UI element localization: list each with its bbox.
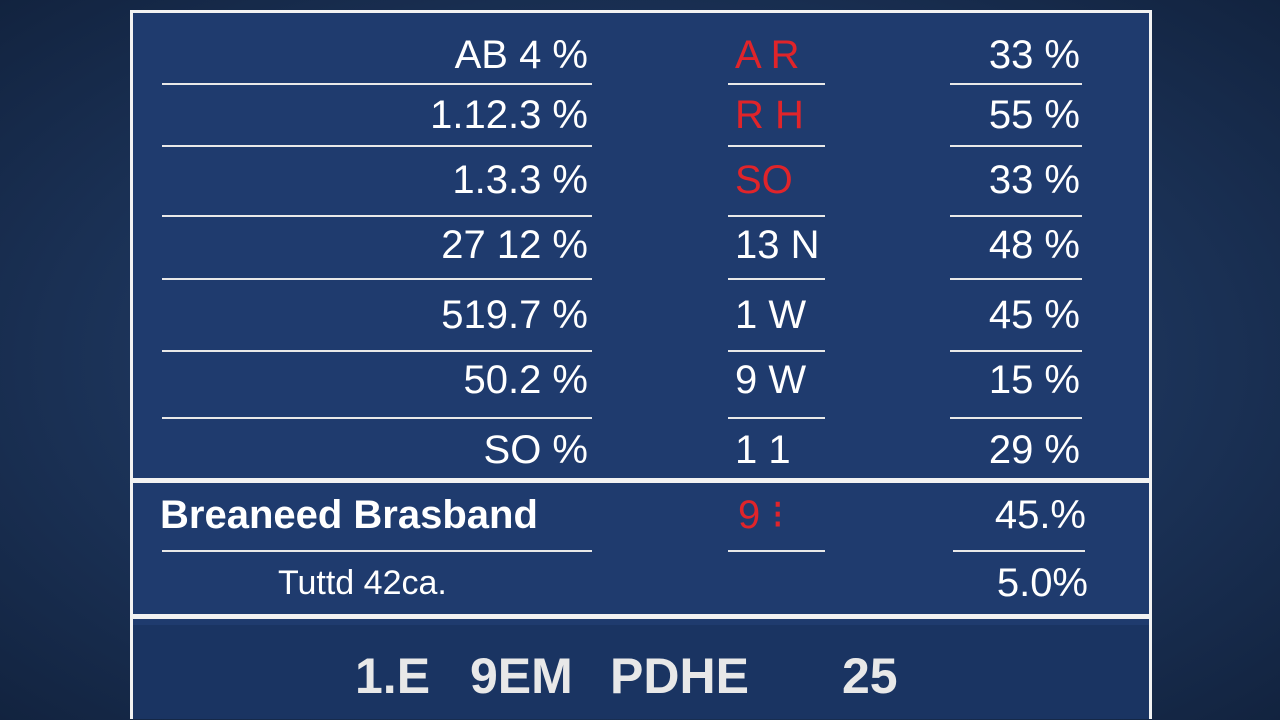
rate-cell: 1.3.3 % bbox=[452, 158, 588, 202]
footer-text: PDHE bbox=[610, 648, 749, 704]
share-cell: 33 % bbox=[988, 158, 1080, 202]
row-divider bbox=[953, 550, 1085, 552]
row-divider bbox=[728, 350, 825, 352]
code-cell: SO bbox=[735, 158, 793, 202]
share-cell: 45 % bbox=[988, 293, 1080, 337]
rate-cell: 27 12 % bbox=[441, 223, 588, 267]
rate-cell: 1.12.3 % bbox=[430, 93, 588, 137]
row-divider bbox=[950, 278, 1082, 280]
row-divider bbox=[950, 145, 1082, 147]
code-cell: 1 W bbox=[735, 293, 807, 337]
summary-share: 45.% bbox=[994, 493, 1086, 537]
footer-text: 1.E bbox=[355, 648, 431, 704]
rate-cell: 50.2 % bbox=[463, 358, 588, 402]
total-share: 5.0% bbox=[996, 561, 1088, 605]
row-divider bbox=[728, 145, 825, 147]
code-cell: A R bbox=[735, 33, 800, 77]
code-cell: 9 W bbox=[735, 358, 807, 402]
rate-cell: SO % bbox=[483, 428, 588, 472]
code-cell: 1 1 bbox=[735, 428, 791, 472]
summary-code: 9 ⁝ bbox=[738, 493, 785, 537]
share-cell: 55 % bbox=[988, 93, 1080, 137]
footer-bar: 1.E 9EM PDHE 25 bbox=[133, 625, 1149, 719]
rate-cell: 519.7 % bbox=[441, 293, 588, 337]
footer-text: 9EM bbox=[470, 648, 573, 704]
share-cell: 15 % bbox=[988, 358, 1080, 402]
summary-label: Breaneed Brasband bbox=[160, 493, 538, 537]
rate-cell: AB 4 % bbox=[454, 33, 588, 77]
footer-text: 25 bbox=[842, 648, 898, 704]
section-divider bbox=[133, 614, 1149, 619]
row-divider bbox=[950, 215, 1082, 217]
row-divider bbox=[728, 417, 825, 419]
row-divider bbox=[162, 278, 592, 280]
row-divider bbox=[950, 350, 1082, 352]
row-divider bbox=[162, 350, 592, 352]
row-divider bbox=[162, 145, 592, 147]
total-label: Tuttd 42ca. bbox=[278, 564, 447, 602]
row-divider bbox=[728, 83, 825, 85]
share-cell: 48 % bbox=[988, 223, 1080, 267]
code-cell: 13 N bbox=[735, 223, 820, 267]
row-divider bbox=[728, 550, 825, 552]
row-divider bbox=[728, 278, 825, 280]
share-cell: 33 % bbox=[988, 33, 1080, 77]
code-cell: R H bbox=[735, 93, 804, 137]
row-divider bbox=[950, 83, 1082, 85]
row-divider bbox=[162, 417, 592, 419]
row-divider bbox=[162, 215, 592, 217]
share-cell: 29 % bbox=[988, 428, 1080, 472]
row-divider bbox=[728, 215, 825, 217]
score-panel: 1.E 9EM PDHE 25 AB 4 % A R 33 % 1.12.3 % R H 55 … bbox=[130, 10, 1152, 719]
row-divider bbox=[162, 83, 592, 85]
row-divider bbox=[162, 550, 592, 552]
row-divider bbox=[950, 417, 1082, 419]
section-divider bbox=[133, 478, 1149, 483]
